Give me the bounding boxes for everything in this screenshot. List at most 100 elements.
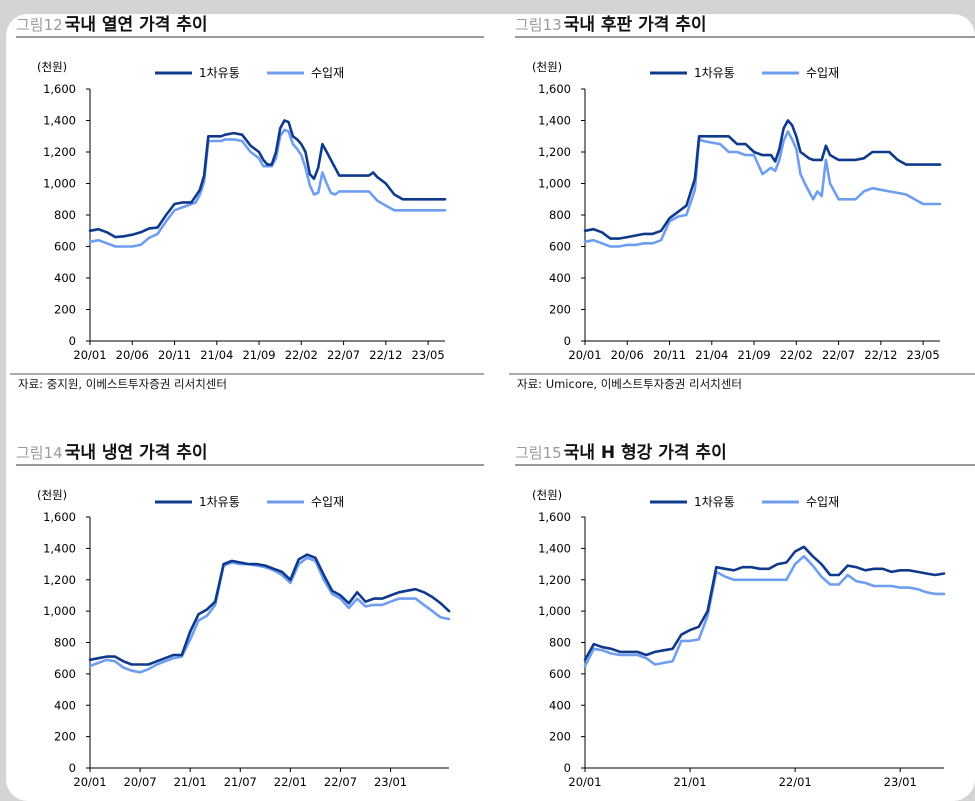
- figure-title: 국내 후판 가격 추이: [564, 14, 707, 35]
- series-line-primary: [88, 553, 451, 666]
- y-tick-label: 400: [549, 271, 571, 285]
- x-tick-label: 20/11: [653, 348, 686, 362]
- y-tick-label: 800: [54, 208, 76, 222]
- x-tick-label: 22/12: [369, 348, 402, 362]
- y-tick-label: 200: [549, 303, 571, 317]
- y-tick-label: 1,200: [43, 573, 76, 587]
- legend-label: 수입재: [311, 495, 344, 509]
- y-tick-label: 1,000: [43, 604, 76, 618]
- y-tick-label: 1,600: [538, 82, 571, 96]
- series-line-primary: [88, 119, 447, 239]
- y-axis-unit-label: (천원): [532, 488, 562, 502]
- y-tick-label: 0: [69, 334, 76, 348]
- figure-header: 그림13 국내 후판 가격 추이: [515, 14, 707, 35]
- y-tick-label: 800: [549, 208, 571, 222]
- figure-number: 그림14: [16, 444, 63, 462]
- y-tick-label: 1,400: [43, 114, 76, 128]
- y-tick-label: 1,200: [43, 145, 76, 159]
- y-tick-label: 600: [54, 240, 76, 254]
- y-tick-label: 0: [564, 334, 571, 348]
- legend-label: 1차유통: [199, 66, 240, 80]
- figure-panel-13: 그림13 국내 후판 가격 추이 (천원) 0 200 400 600 800 1,000 1,2…: [509, 14, 975, 391]
- x-tick-label: 20/06: [611, 348, 644, 362]
- y-tick-label: 800: [54, 636, 76, 650]
- x-tick-label: 22/02: [285, 348, 318, 362]
- legend-label: 수입재: [806, 66, 839, 80]
- y-tick-label: 600: [54, 667, 76, 681]
- y-tick-label: 1,400: [43, 541, 76, 555]
- legend-label: 수입재: [806, 495, 839, 509]
- x-tick-label: 21/09: [737, 348, 770, 362]
- x-tick-label: 20/01: [73, 775, 106, 789]
- y-tick-label: 400: [54, 271, 76, 285]
- x-tick-label: 22/07: [324, 775, 357, 789]
- figure-title: 국내 H 형강 가격 추이: [564, 442, 727, 463]
- x-tick-label: 23/01: [884, 775, 917, 789]
- y-axis-unit-label: (천원): [532, 60, 562, 74]
- y-tick-label: 1,000: [538, 604, 571, 618]
- figure-title: 국내 냉연 가격 추이: [65, 443, 208, 463]
- source-note: 자료: 중지원, 이베스트투자증권 리서치센터: [18, 377, 227, 391]
- y-tick-label: 600: [549, 240, 571, 254]
- source-note: 자료: Umicore, 이베스트투자증권 리서치센터: [517, 377, 742, 391]
- series-line-imported: [88, 128, 447, 248]
- series-line-imported: [88, 556, 451, 674]
- y-tick-label: 1,600: [538, 510, 571, 524]
- legend-label: 1차유통: [199, 495, 240, 509]
- x-tick-label: 21/01: [174, 775, 207, 789]
- y-tick-label: 200: [54, 303, 76, 317]
- figure-panel-15: 그림15 국내 H 형강 가격 추이 (천원) 0 200 400 600 800 1,000 1…: [515, 442, 975, 789]
- figure-header: 그림15 국내 H 형강 가격 추이: [515, 442, 727, 463]
- x-tick-label: 21/01: [673, 775, 706, 789]
- figure-panel-12: 그림12 국내 열연 가격 추이 (천원) 0 200 400 600 800 1,000 1,2…: [10, 15, 484, 391]
- x-tick-label: 20/11: [158, 348, 191, 362]
- y-tick-label: 1,600: [43, 510, 76, 524]
- x-tick-label: 21/04: [200, 348, 233, 362]
- y-axis-unit-label: (천원): [37, 488, 67, 502]
- x-tick-label: 22/07: [327, 348, 360, 362]
- figure-number: 그림15: [515, 444, 562, 462]
- series-line-primary: [583, 119, 942, 240]
- series-line-imported: [583, 130, 942, 248]
- y-tick-label: 1,200: [538, 573, 571, 587]
- y-tick-label: 200: [549, 730, 571, 744]
- figure-header: 그림14 국내 냉연 가격 추이: [16, 443, 208, 463]
- y-tick-label: 1,400: [538, 114, 571, 128]
- y-tick-label: 400: [549, 698, 571, 712]
- x-tick-label: 20/01: [568, 775, 601, 789]
- y-tick-label: 200: [54, 730, 76, 744]
- y-tick-label: 0: [564, 761, 571, 775]
- figure-number: 그림13: [515, 16, 562, 34]
- figure-panel-14: 그림14 국내 냉연 가격 추이 (천원) 0 200 400 600 800 1,000 1,2…: [16, 443, 484, 789]
- y-tick-label: 1,000: [43, 177, 76, 191]
- x-tick-label: 20/07: [124, 775, 157, 789]
- series-line-primary: [583, 545, 946, 662]
- figure-title: 국내 열연 가격 추이: [65, 15, 208, 35]
- x-tick-label: 20/06: [116, 348, 149, 362]
- x-tick-label: 22/02: [780, 348, 813, 362]
- x-tick-label: 20/01: [568, 348, 601, 362]
- y-tick-label: 800: [549, 636, 571, 650]
- x-tick-label: 21/07: [224, 775, 257, 789]
- y-tick-label: 1,000: [538, 177, 571, 191]
- x-tick-label: 21/04: [695, 348, 728, 362]
- legend-label: 1차유통: [694, 495, 735, 509]
- series-line-imported: [583, 554, 946, 668]
- x-tick-label: 23/01: [374, 775, 407, 789]
- y-tick-label: 1,400: [538, 541, 571, 555]
- y-tick-label: 600: [549, 667, 571, 681]
- y-axis-unit-label: (천원): [37, 60, 67, 74]
- y-tick-label: 1,200: [538, 145, 571, 159]
- x-tick-label: 22/01: [274, 775, 307, 789]
- x-tick-label: 23/05: [412, 348, 445, 362]
- legend-label: 1차유통: [694, 66, 735, 80]
- x-tick-label: 22/12: [864, 348, 897, 362]
- x-tick-label: 23/05: [907, 348, 940, 362]
- background-card: [6, 14, 975, 801]
- y-tick-label: 400: [54, 698, 76, 712]
- x-tick-label: 21/09: [242, 348, 275, 362]
- y-tick-label: 0: [69, 761, 76, 775]
- y-tick-label: 1,600: [43, 82, 76, 96]
